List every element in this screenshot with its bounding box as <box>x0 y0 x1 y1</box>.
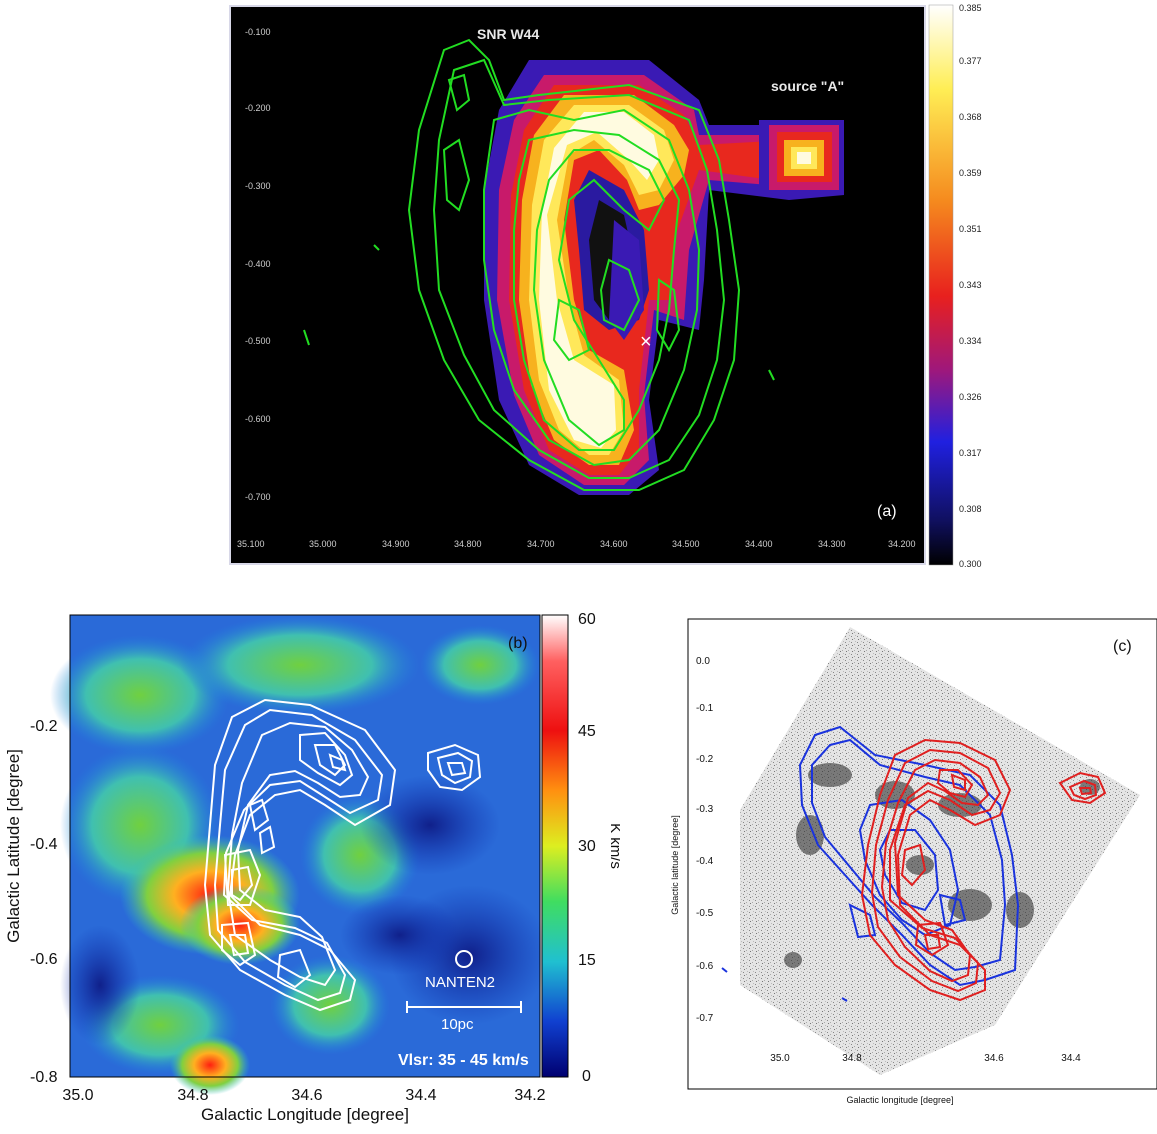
x-tick: 34.800 <box>454 539 482 549</box>
panel-c-y-ticks: 0.0 -0.1 -0.2 -0.3 -0.4 -0.5 -0.6 -0.7 <box>696 656 714 1024</box>
x-tick: 34.8 <box>842 1053 862 1064</box>
y-tick: -0.4 <box>696 856 714 867</box>
colorbar-tick: 0.317 <box>959 448 982 458</box>
colorbar-tick: 0 <box>582 1068 591 1085</box>
x-tick: 35.0 <box>62 1087 93 1104</box>
y-tick: -0.1 <box>696 703 714 714</box>
x-tick: 34.4 <box>1061 1053 1081 1064</box>
label-source-a: source "A" <box>771 78 844 94</box>
gamma-contours-white <box>203 698 482 1012</box>
panel-b-tag: (b) <box>508 635 528 652</box>
panel-b-colorbar <box>541 614 569 1078</box>
x-tick: 34.6 <box>291 1087 322 1104</box>
y-tick: -0.2 <box>696 754 714 765</box>
panel-b-x-ticks: 35.0 34.8 34.6 34.4 34.2 <box>62 1087 545 1104</box>
label-snr-w44: SNR W44 <box>477 26 539 42</box>
panel-a-svg: SNR W44 source "A" × (a) -0.100 -0.200 -… <box>229 4 954 566</box>
colorbar-tick: 30 <box>578 838 596 855</box>
panel-b-colorbar-label: K km/s <box>607 823 620 869</box>
panel-a-snr-map: SNR W44 source "A" × (a) -0.100 -0.200 -… <box>229 0 959 570</box>
panel-a-y-ticks: -0.100 -0.200 -0.300 -0.400 -0.500 -0.60… <box>245 27 271 502</box>
x-tick: 35.000 <box>309 539 337 549</box>
panel-b-co-map: NANTEN2 10pc Vlsr: 35 - 45 km/s (b) -0.2… <box>0 605 624 1129</box>
panel-c-y-label: Galactic latitude [degree] <box>670 815 680 915</box>
panel-b-colorbar-ticks: 60 45 30 15 0 <box>578 611 596 1085</box>
panel-b-x-label: Galactic Longitude [degree] <box>201 1105 409 1124</box>
gamma-ray-emission <box>484 60 844 495</box>
y-tick: -0.3 <box>696 804 714 815</box>
y-tick: -0.6 <box>696 961 714 972</box>
y-tick: -0.600 <box>245 414 271 424</box>
y-tick: -0.7 <box>696 1013 714 1024</box>
colorbar-tick: 0.326 <box>959 392 982 402</box>
panel-a-colorbar-ticks-svg: 0.385 0.377 0.368 0.359 0.351 0.343 0.33… <box>959 3 982 569</box>
optical-footprint <box>740 627 1140 1075</box>
panel-c-tag: (c) <box>1113 638 1132 655</box>
x-tick: 34.200 <box>888 539 916 549</box>
beam-label: NANTEN2 <box>425 974 495 991</box>
y-tick: -0.8 <box>30 1069 58 1086</box>
scale-label: 10pc <box>441 1016 474 1033</box>
x-tick: 34.8 <box>177 1087 208 1104</box>
y-tick: -0.100 <box>245 27 271 37</box>
x-tick: 34.700 <box>527 539 555 549</box>
colorbar-tick: 0.359 <box>959 168 982 178</box>
radio-contours-green <box>303 38 775 491</box>
gamma-contours-red <box>860 738 1107 1002</box>
pulsar-marker: × <box>640 331 652 353</box>
co-emission <box>50 615 550 1095</box>
colorbar-tick: 15 <box>578 952 596 969</box>
colorbar-tick: 0.308 <box>959 504 982 514</box>
y-tick: -0.700 <box>245 492 271 502</box>
panel-b-y-label: Galactic Latitude [degree] <box>4 749 23 943</box>
y-tick: 0.0 <box>696 656 710 667</box>
x-tick: 34.6 <box>984 1053 1004 1064</box>
x-tick: 35.100 <box>237 539 265 549</box>
y-tick: -0.5 <box>696 908 714 919</box>
panel-c-x-ticks: 35.0 34.8 34.6 34.4 <box>770 1053 1081 1064</box>
panel-a-colorbar-ticks: 0.385 0.377 0.368 0.359 0.351 0.343 0.33… <box>955 0 1015 570</box>
colorbar-tick: 0.368 <box>959 112 982 122</box>
colorbar-tick: 0.334 <box>959 336 982 346</box>
panel-a-x-ticks: 35.100 35.000 34.900 34.800 34.700 34.60… <box>237 539 916 549</box>
velocity-label: Vlsr: 35 - 45 km/s <box>398 1052 529 1069</box>
panel-a-colorbar <box>928 4 954 566</box>
panel-b-svg: NANTEN2 10pc Vlsr: 35 - 45 km/s (b) -0.2… <box>4 611 624 1124</box>
x-tick: 34.300 <box>818 539 846 549</box>
y-tick: -0.6 <box>30 951 58 968</box>
colorbar-tick: 60 <box>578 611 596 628</box>
y-tick: -0.500 <box>245 336 271 346</box>
beam-circle <box>455 950 473 968</box>
colorbar-tick: 0.300 <box>959 559 982 569</box>
x-tick: 34.500 <box>672 539 700 549</box>
panel-c-optical-map: (c) 0.0 -0.1 -0.2 -0.3 -0.4 -0.5 -0.6 -0… <box>640 605 1157 1129</box>
panel-c-svg: (c) 0.0 -0.1 -0.2 -0.3 -0.4 -0.5 -0.6 -0… <box>670 618 1157 1105</box>
colorbar-tick: 0.385 <box>959 3 982 13</box>
panel-b-frame <box>69 614 541 1078</box>
colorbar-tick: 0.351 <box>959 224 982 234</box>
x-tick: 35.0 <box>770 1053 790 1064</box>
x-tick: 34.4 <box>405 1087 436 1104</box>
panel-b-y-ticks: -0.2 -0.4 -0.6 -0.8 <box>30 718 58 1086</box>
x-tick: 34.600 <box>600 539 628 549</box>
y-tick: -0.400 <box>245 259 271 269</box>
x-tick: 34.2 <box>514 1087 545 1104</box>
panel-a-tag: (a) <box>877 503 897 520</box>
y-tick: -0.4 <box>30 836 58 853</box>
y-tick: -0.2 <box>30 718 58 735</box>
x-tick: 34.400 <box>745 539 773 549</box>
y-tick: -0.200 <box>245 103 271 113</box>
colorbar-tick: 0.377 <box>959 56 982 66</box>
x-tick: 34.900 <box>382 539 410 549</box>
y-tick: -0.300 <box>245 181 271 191</box>
colorbar-tick: 0.343 <box>959 280 982 290</box>
panel-c-x-label: Galactic longitude [degree] <box>846 1095 953 1105</box>
colorbar-tick: 45 <box>578 723 596 740</box>
